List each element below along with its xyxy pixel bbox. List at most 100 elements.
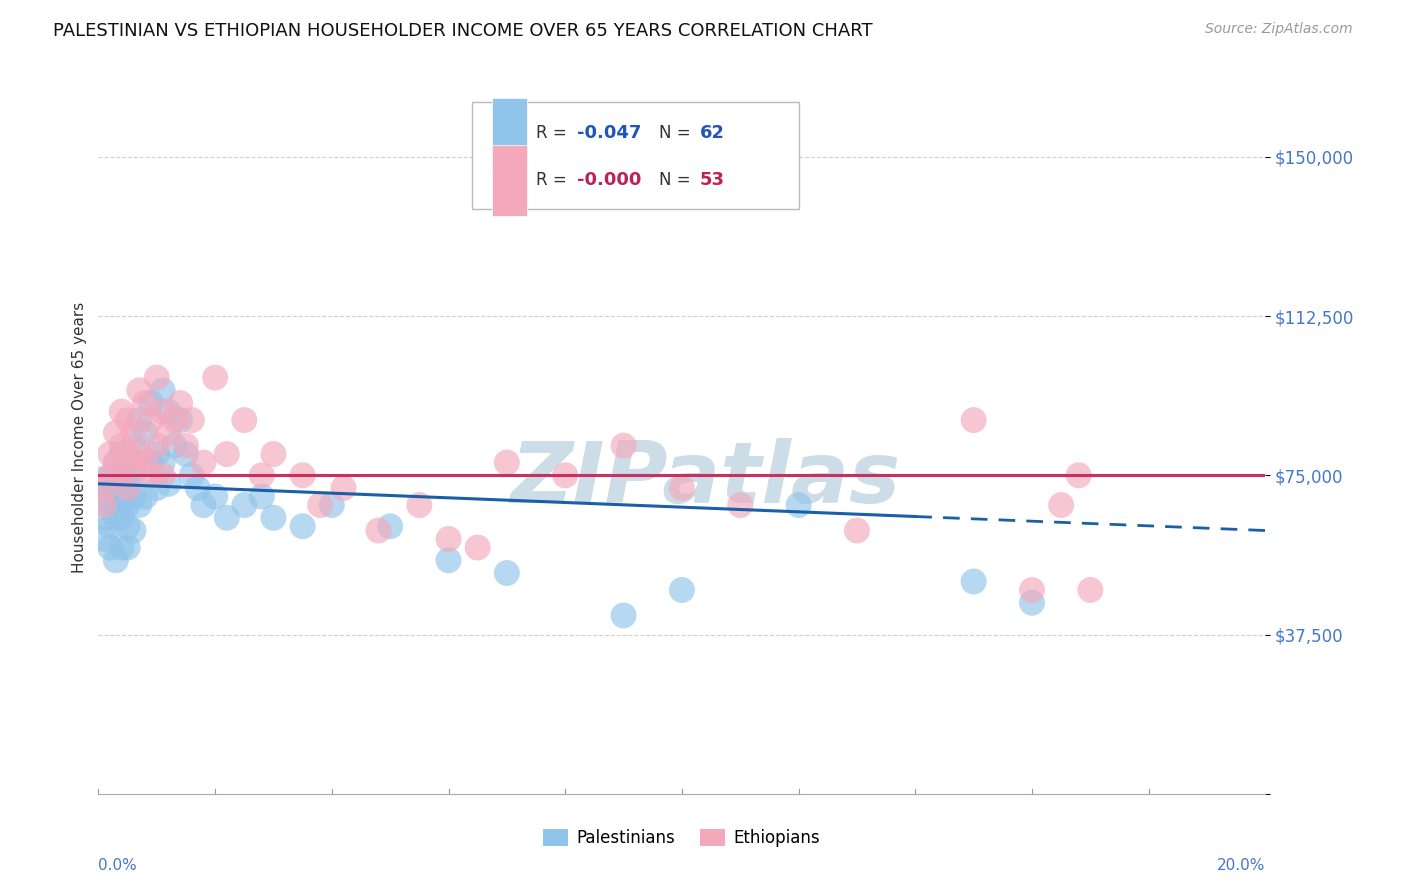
Point	[139, 468, 162, 483]
Text: 62: 62	[699, 124, 724, 142]
Point	[193, 456, 215, 470]
FancyBboxPatch shape	[472, 102, 799, 209]
Point	[467, 541, 489, 555]
Point	[98, 541, 121, 555]
Point	[93, 490, 115, 504]
Point	[169, 396, 191, 410]
Text: 0.0%: 0.0%	[98, 857, 138, 872]
Point	[111, 439, 134, 453]
Point	[98, 519, 121, 533]
Point	[117, 519, 139, 533]
Point	[146, 481, 169, 495]
Point	[496, 456, 519, 470]
Point	[111, 404, 134, 418]
Point	[730, 498, 752, 512]
Point	[1050, 498, 1073, 512]
Point	[117, 481, 139, 495]
Point	[152, 384, 174, 398]
Point	[157, 404, 180, 418]
Point	[134, 425, 156, 440]
Point	[139, 456, 162, 470]
Y-axis label: Householder Income Over 65 years: Householder Income Over 65 years	[72, 301, 87, 573]
Point	[152, 468, 174, 483]
Point	[122, 439, 145, 453]
Point	[671, 582, 693, 597]
Text: Source: ZipAtlas.com: Source: ZipAtlas.com	[1205, 22, 1353, 37]
Text: ZIPatlas: ZIPatlas	[510, 438, 900, 522]
Point	[496, 566, 519, 580]
Point	[117, 498, 139, 512]
Point	[146, 370, 169, 384]
Point	[163, 439, 186, 453]
Point	[554, 468, 576, 483]
Point	[98, 498, 121, 512]
Point	[108, 498, 131, 512]
Text: PALESTINIAN VS ETHIOPIAN HOUSEHOLDER INCOME OVER 65 YEARS CORRELATION CHART: PALESTINIAN VS ETHIOPIAN HOUSEHOLDER INC…	[53, 22, 873, 40]
Point	[117, 476, 139, 491]
Point	[117, 541, 139, 555]
Point	[367, 524, 389, 538]
Point	[128, 456, 150, 470]
Point	[1067, 468, 1090, 483]
Point	[134, 396, 156, 410]
Text: -0.047: -0.047	[576, 124, 641, 142]
Point	[117, 413, 139, 427]
Point	[104, 456, 127, 470]
Point	[128, 413, 150, 427]
Legend: Palestinians, Ethiopians: Palestinians, Ethiopians	[537, 822, 827, 854]
Point	[146, 447, 169, 461]
Point	[96, 481, 118, 495]
Point	[146, 439, 169, 453]
Point	[233, 498, 256, 512]
Point	[122, 468, 145, 483]
Point	[250, 468, 273, 483]
Point	[233, 413, 256, 427]
Text: R =: R =	[536, 124, 572, 142]
Text: N =: N =	[658, 124, 696, 142]
Point	[1021, 596, 1043, 610]
Text: 20.0%: 20.0%	[1218, 857, 1265, 872]
Point	[122, 524, 145, 538]
Point	[111, 510, 134, 524]
Point	[104, 510, 127, 524]
Point	[98, 447, 121, 461]
Point	[152, 456, 174, 470]
Point	[93, 481, 115, 495]
Point	[309, 498, 332, 512]
Point	[437, 553, 460, 567]
Point	[101, 468, 124, 483]
Point	[152, 404, 174, 418]
Point	[104, 456, 127, 470]
Text: R =: R =	[536, 171, 572, 189]
Point	[787, 498, 810, 512]
Point	[134, 456, 156, 470]
Point	[180, 468, 202, 483]
Point	[104, 553, 127, 567]
Point	[174, 447, 197, 461]
Point	[111, 447, 134, 461]
Point	[93, 510, 115, 524]
Point	[962, 574, 984, 589]
Text: -0.000: -0.000	[576, 171, 641, 189]
Point	[128, 384, 150, 398]
Point	[1021, 582, 1043, 597]
Text: 53: 53	[699, 171, 724, 189]
FancyBboxPatch shape	[492, 145, 527, 216]
Point	[122, 425, 145, 440]
Point	[215, 447, 238, 461]
Point	[122, 456, 145, 470]
Point	[408, 498, 430, 512]
Text: N =: N =	[658, 171, 696, 189]
Point	[204, 370, 226, 384]
Point	[612, 439, 634, 453]
Point	[291, 468, 314, 483]
Point	[193, 498, 215, 512]
Point	[380, 519, 402, 533]
Point	[291, 519, 314, 533]
Point	[846, 524, 869, 538]
Point	[104, 481, 127, 495]
Point	[180, 413, 202, 427]
Point	[111, 468, 134, 483]
Point	[111, 490, 134, 504]
Point	[962, 413, 984, 427]
